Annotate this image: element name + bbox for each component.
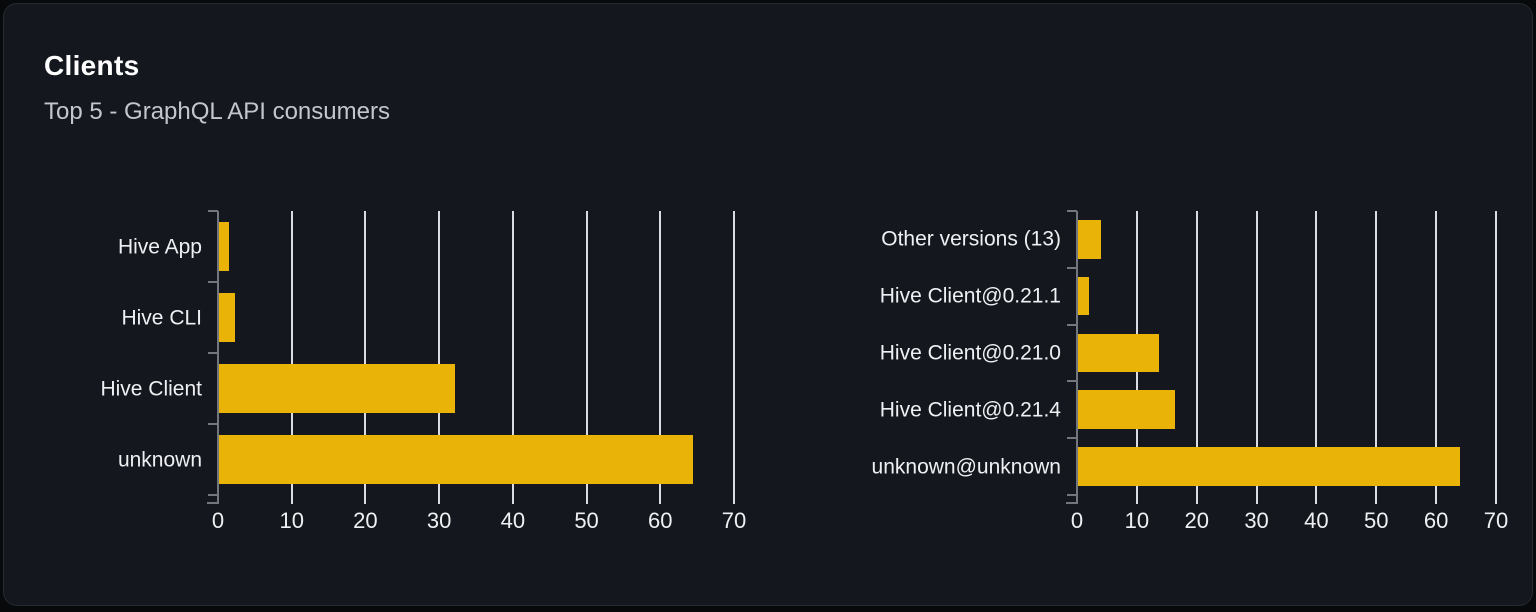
gridline — [659, 211, 662, 495]
bar-hive-client[interactable] — [218, 364, 456, 413]
card-title: Clients — [44, 50, 140, 81]
x-axis-tick — [659, 495, 662, 504]
y-axis-tick — [1067, 380, 1077, 383]
x-tick-label: 60 — [648, 508, 673, 533]
x-axis-tick — [364, 495, 367, 504]
clients-by-version-chart: 0 10 20 30 40 50 60 70 Other versions (13) Hive C… — [872, 210, 1508, 532]
x-axis-tick — [1375, 495, 1378, 504]
gridline — [733, 211, 735, 495]
gridline — [1375, 211, 1378, 495]
x-tick-label: 10 — [1124, 508, 1150, 533]
plot-area: 0 10 20 30 40 50 60 70 Other versions (13) Hive C… — [872, 210, 1508, 532]
bar-hive-app[interactable] — [218, 222, 230, 271]
bar-unknown-unknown[interactable] — [1077, 447, 1461, 486]
gridline — [1315, 211, 1318, 495]
y-axis-tick — [208, 281, 218, 283]
x-tick-label: 70 — [1483, 508, 1509, 533]
x-axis-tick — [1495, 495, 1497, 504]
gridline — [1495, 211, 1497, 495]
x-tick-label: 40 — [1304, 508, 1329, 533]
x-tick-label: 0 — [1070, 508, 1084, 533]
y-axis-tick — [1067, 494, 1077, 496]
bar-hive-cli[interactable] — [218, 293, 235, 342]
clients-by-name-chart: 0 10 20 30 40 50 60 70 Hive App Hive CLI Hive Clie… — [100, 210, 746, 532]
x-tick-label: 30 — [426, 508, 452, 533]
gridline — [438, 211, 441, 495]
x-axis-tick — [438, 495, 441, 504]
category-label: Hive Client@0.21.1 — [879, 284, 1061, 308]
category-label: Hive CLI — [121, 306, 202, 329]
category-label: Hive Client@0.21.4 — [879, 398, 1061, 422]
x-axis-tick — [1255, 495, 1258, 504]
y-axis-line — [1066, 211, 1078, 504]
gridline — [1255, 211, 1258, 495]
clients-card: Clients Top 5 - GraphQL API consumers 0 1… — [3, 3, 1533, 606]
bar-hive-client-0.21.0[interactable] — [1077, 333, 1159, 373]
y-axis-tick — [1067, 266, 1077, 269]
category-label: Other versions (13) — [881, 227, 1061, 251]
x-axis-tick — [1435, 495, 1438, 504]
y-axis-tick — [208, 210, 218, 212]
x-tick-label: 30 — [1244, 508, 1269, 533]
x-tick-label: 0 — [211, 508, 225, 533]
y-axis-tick — [208, 494, 218, 496]
gridline — [511, 211, 514, 495]
x-tick-label: 20 — [353, 508, 378, 533]
category-label: Hive Client@0.21.0 — [879, 341, 1061, 365]
y-axis-tick — [1067, 437, 1077, 440]
card-subtitle: Top 5 - GraphQL API consumers — [44, 98, 390, 125]
x-tick-label: 40 — [500, 508, 526, 533]
y-axis-tick — [1067, 323, 1077, 326]
bar-hive-client-0.21.1[interactable] — [1077, 276, 1089, 316]
x-axis-tick — [290, 495, 293, 504]
y-axis-tick — [1067, 210, 1077, 212]
x-tick-label: 50 — [1364, 508, 1389, 533]
x-axis-tick — [1135, 495, 1138, 504]
x-axis-tick — [511, 495, 514, 504]
category-label: unknown@unknown — [871, 455, 1061, 479]
bar-hive-client-0.21.4[interactable] — [1077, 390, 1176, 430]
gridline — [1435, 211, 1438, 495]
x-axis-tick — [585, 495, 588, 504]
bar-unknown[interactable] — [218, 435, 693, 484]
y-axis-line — [207, 211, 219, 504]
y-axis-tick — [208, 423, 218, 425]
category-label: Hive Client — [100, 377, 202, 400]
x-axis-tick — [1315, 495, 1318, 504]
y-axis-tick — [208, 352, 218, 354]
x-axis-tick — [1195, 495, 1198, 504]
plot-area: 0 10 20 30 40 50 60 70 Hive App Hive CLI Hive Clie… — [100, 210, 746, 532]
category-label: Hive App — [117, 235, 202, 258]
x-tick-label: 60 — [1423, 508, 1449, 533]
category-label: unknown — [117, 448, 202, 471]
x-tick-label: 10 — [279, 508, 304, 533]
x-tick-label: 20 — [1184, 508, 1209, 533]
gridline — [290, 211, 293, 495]
gridline — [585, 211, 588, 495]
x-tick-label: 50 — [574, 508, 599, 533]
x-tick-label: 70 — [721, 508, 747, 533]
x-axis-tick — [733, 495, 735, 504]
gridline — [1195, 211, 1198, 495]
bar-other-versions-13-[interactable] — [1077, 220, 1101, 259]
gridline — [364, 211, 367, 495]
